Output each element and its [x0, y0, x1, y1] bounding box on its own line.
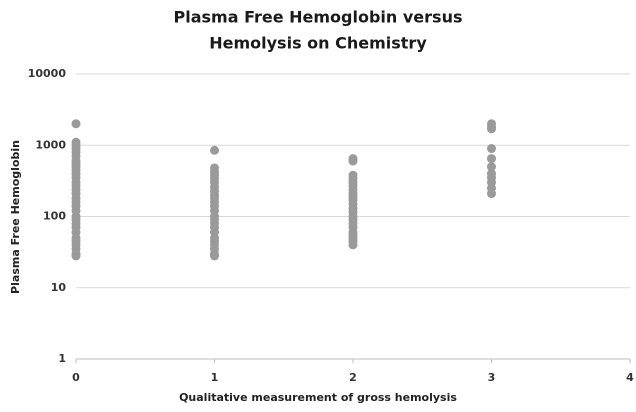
y-tick-label: 1	[58, 352, 66, 365]
x-tick-label: 0	[72, 371, 80, 384]
x-tick-label: 1	[211, 371, 219, 384]
chart-title: Hemolysis on Chemistry	[209, 34, 427, 53]
chart-title: Plasma Free Hemoglobin versus	[174, 8, 463, 27]
point	[487, 144, 496, 154]
point	[210, 145, 219, 155]
point	[210, 251, 219, 261]
y-tick-label: 1000	[35, 138, 66, 151]
y-tick-label: 10000	[28, 67, 67, 80]
y-tick-label: 100	[43, 210, 66, 223]
point	[487, 162, 496, 172]
x-tick-label: 2	[349, 371, 357, 384]
point	[348, 156, 358, 166]
y-tick-label: 10	[51, 281, 67, 294]
point	[348, 240, 358, 250]
y-axis-label: Plasma Free Hemoglobin	[9, 140, 22, 294]
x-axis-label: Qualitative measurement of gross hemolys…	[179, 391, 457, 404]
x-tick-label: 3	[488, 371, 496, 384]
x-tick-label: 4	[626, 371, 634, 384]
point	[71, 119, 81, 129]
point	[487, 124, 496, 134]
point	[487, 154, 496, 164]
point	[487, 189, 496, 199]
point	[71, 251, 81, 261]
